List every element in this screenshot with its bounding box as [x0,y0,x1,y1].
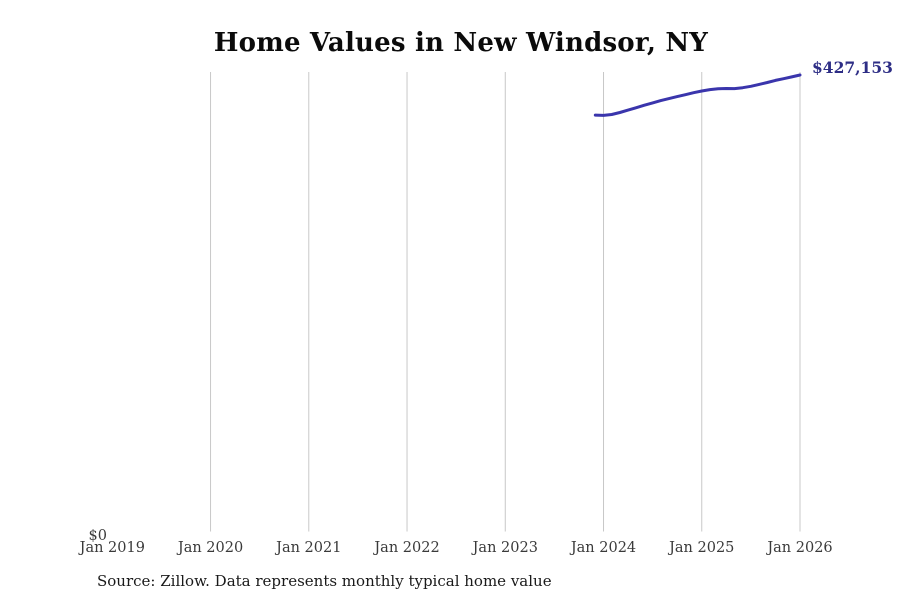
x-tick-label: Jan 2026 [765,540,832,556]
x-tick-label: Jan 2023 [471,540,538,556]
x-tick-label: Jan 2019 [78,540,145,556]
latest-value-label: $427,153 [812,58,893,77]
value-line [593,73,802,117]
x-tick-label: Jan 2021 [274,540,341,556]
y-zero-label: $0 [89,528,107,544]
source-note: Source: Zillow. Data represents monthly … [97,572,552,590]
chart-title: Home Values in New Windsor, NY [213,28,709,58]
x-tick-label: Jan 2022 [372,540,439,556]
x-tick-label: Jan 2025 [667,540,734,556]
x-tick-label: Jan 2024 [569,540,636,556]
x-tick-label: Jan 2020 [176,540,243,556]
